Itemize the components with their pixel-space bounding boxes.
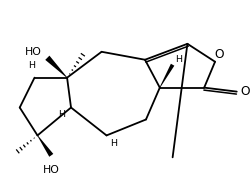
Text: HO: HO: [24, 47, 41, 57]
Polygon shape: [37, 135, 53, 157]
Text: HO: HO: [43, 165, 60, 175]
Polygon shape: [45, 56, 67, 78]
Text: H: H: [176, 55, 183, 64]
Text: O: O: [214, 48, 224, 61]
Text: H: H: [28, 61, 36, 70]
Text: H: H: [58, 110, 65, 119]
Polygon shape: [160, 64, 174, 88]
Text: H: H: [110, 139, 117, 148]
Text: O: O: [241, 85, 250, 98]
